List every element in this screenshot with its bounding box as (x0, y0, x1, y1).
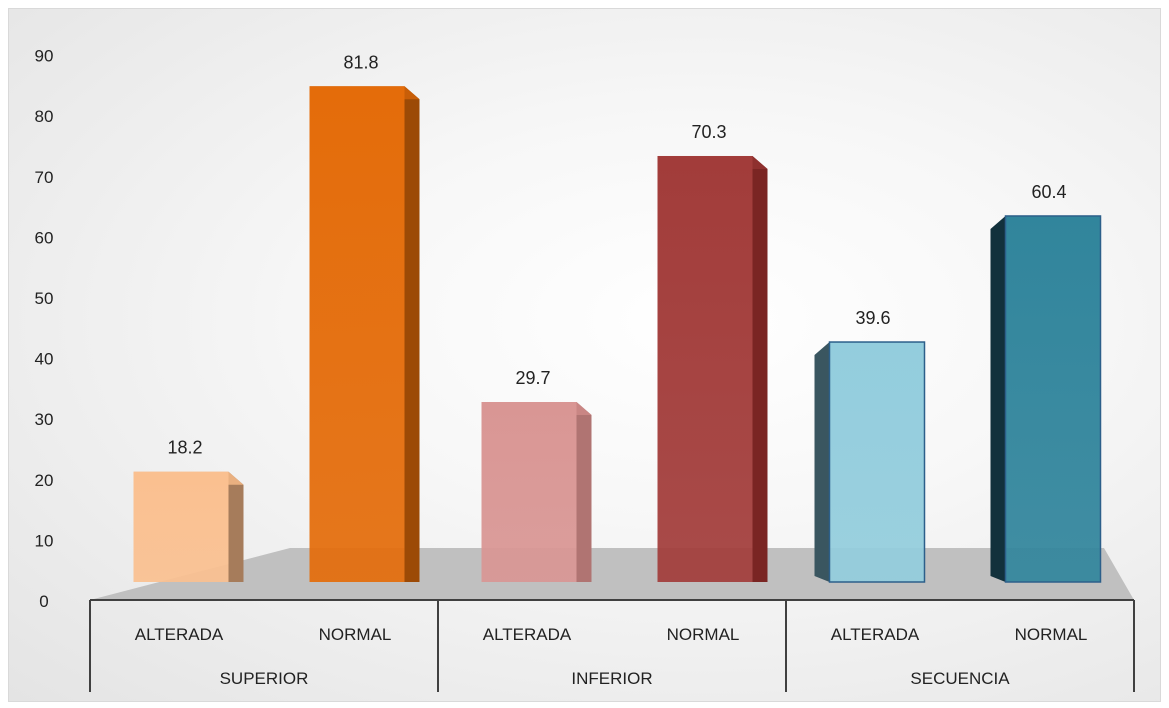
y-tick-label: 60 (35, 228, 54, 247)
x-category-label: NORMAL (667, 625, 740, 644)
bar-side (752, 155, 768, 582)
x-group-label: SECUENCIA (910, 669, 1010, 688)
data-label: 18.2 (167, 438, 202, 458)
data-label: 70.3 (691, 122, 726, 142)
bar-side (814, 342, 830, 582)
bar-side (404, 86, 420, 583)
y-tick-label: 40 (35, 350, 54, 369)
bar-side (228, 471, 244, 582)
y-tick-label: 20 (35, 471, 54, 490)
data-label: 39.6 (855, 308, 890, 328)
y-tick-label: 70 (35, 168, 54, 187)
x-category-label: ALTERADA (135, 625, 224, 644)
bar-superior-normal (309, 86, 405, 583)
data-label: 81.8 (343, 52, 378, 72)
x-group-label: INFERIOR (571, 669, 652, 688)
axes (89, 599, 1135, 692)
bar-superior-alterada (133, 471, 229, 582)
data-label: 60.4 (1031, 182, 1066, 202)
bars (133, 86, 1102, 583)
y-tick-label: 80 (35, 107, 54, 126)
labels: 0 10 20 30 40 50 60 70 80 90 18.2 ALTERADA 81.8 NORMA… (35, 47, 1088, 688)
bar-side (576, 402, 592, 582)
x-category-label: ALTERADA (483, 625, 572, 644)
x-category-label: NORMAL (319, 625, 392, 644)
x-group-label: SUPERIOR (220, 669, 309, 688)
bar-secuencia-normal (1004, 215, 1102, 583)
bar-inferior-normal (657, 155, 753, 582)
y-tick-label: 30 (35, 410, 54, 429)
y-tick-label: 90 (35, 47, 54, 66)
bar-side (990, 215, 1006, 582)
chart-floor (90, 548, 1134, 600)
floor-plane (90, 548, 1134, 600)
y-tick-label: 0 (39, 592, 48, 611)
y-tick-label: 50 (35, 289, 54, 308)
bar-secuencia-alterada (828, 341, 926, 583)
bar-inferior-alterada (481, 402, 577, 582)
data-label: 29.7 (515, 368, 550, 388)
x-category-label: ALTERADA (831, 625, 920, 644)
y-tick-label: 10 (35, 531, 54, 550)
x-category-label: NORMAL (1015, 625, 1088, 644)
